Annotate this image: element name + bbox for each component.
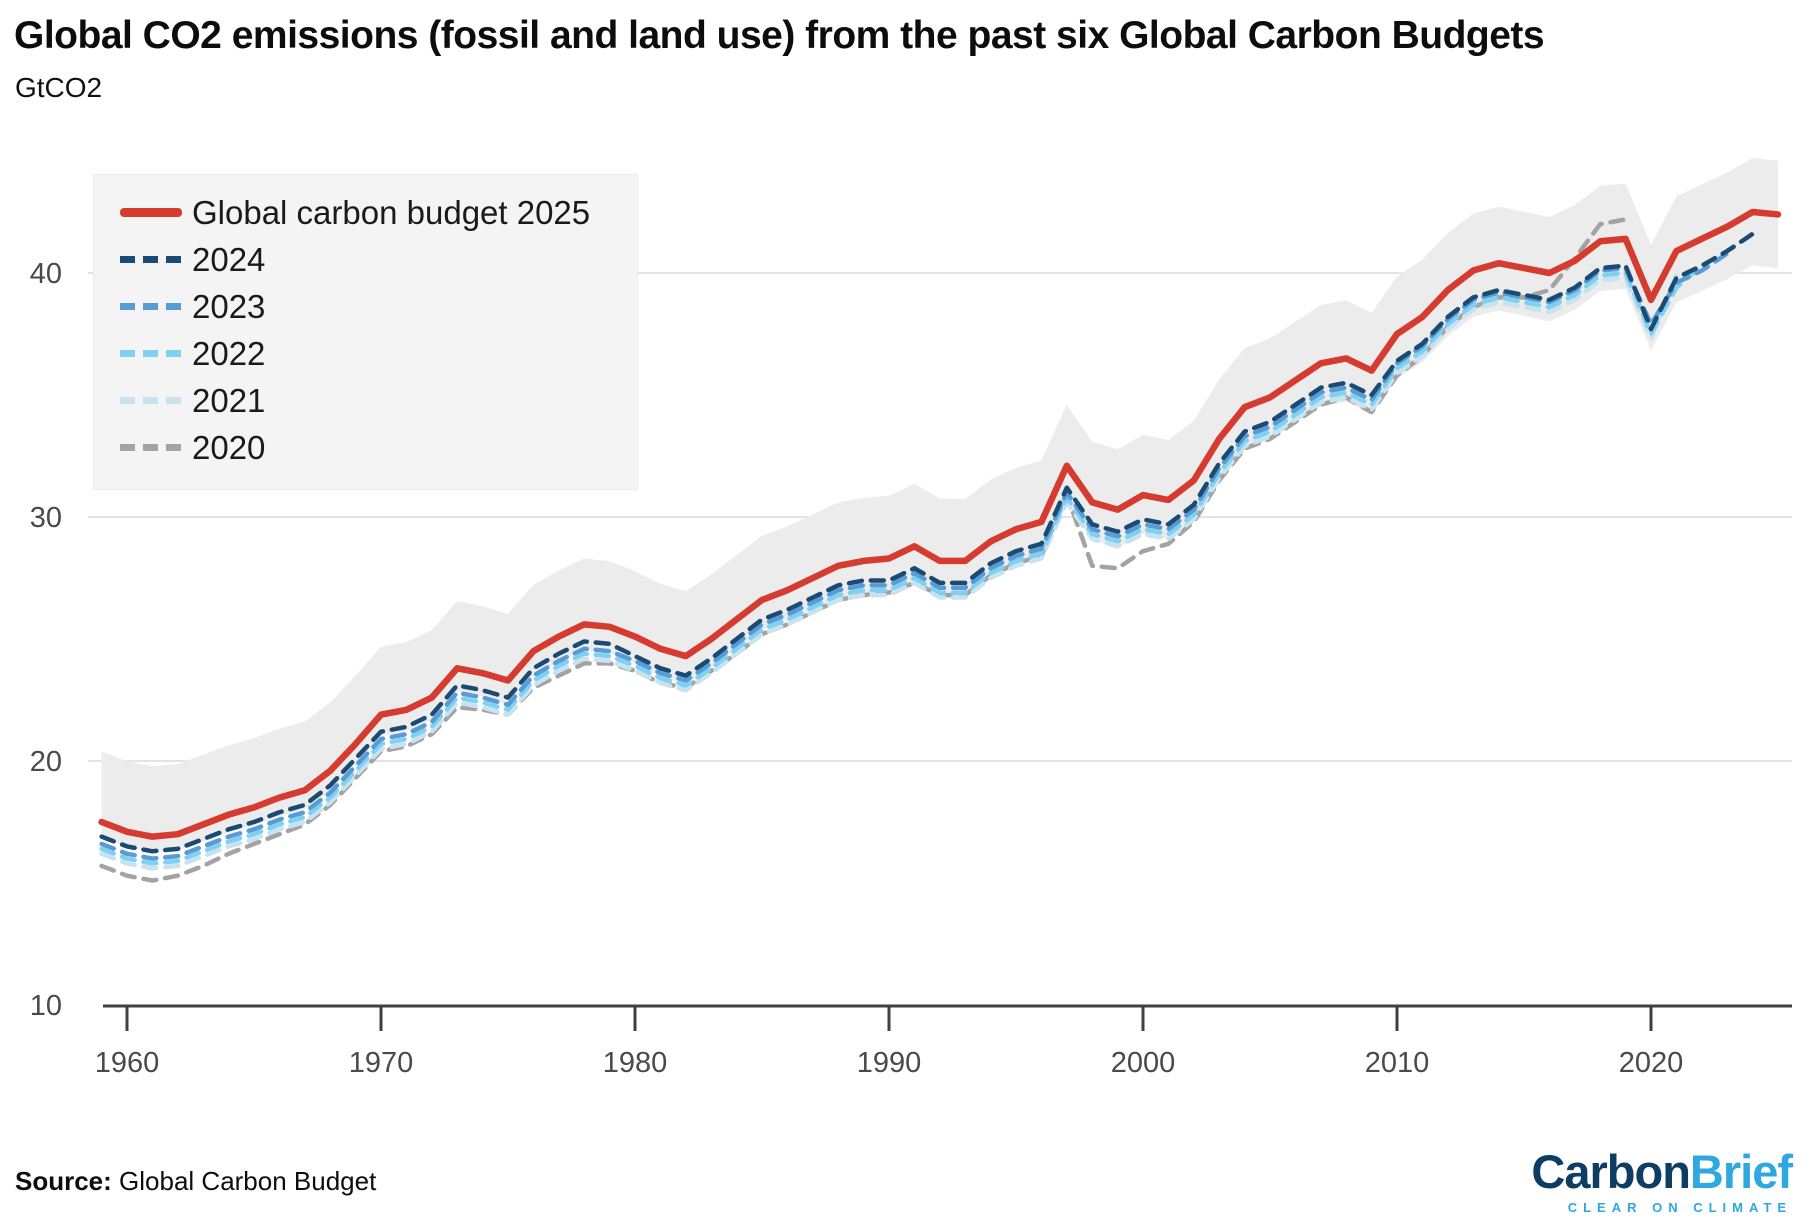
logo-tagline: CLEAR ON CLIMATE [1567,1200,1792,1215]
legend-swatch-solid-red [120,208,182,217]
x-tick-label-2010: 2010 [1365,1047,1430,1079]
x-tick-label-1970: 1970 [349,1047,414,1079]
x-tick-label-2020: 2020 [1619,1047,1684,1079]
legend-item-2020: 2020 [120,424,637,471]
x-tick-label-1980: 1980 [603,1047,668,1079]
y-tick-label-10: 10 [30,990,62,1022]
chart-legend: Global carbon budget 2025 2024 2023 2022… [93,174,638,490]
legend-swatch-dashed-navy [120,256,182,263]
legend-label: Global carbon budget 2025 [192,193,591,231]
legend-item-2023: 2023 [120,283,637,330]
legend-swatch-dashed-cyan [120,350,182,357]
y-tick-label-30: 30 [30,502,62,534]
chart-unit-label: GtCO2 [15,72,103,103]
uncertainty-range [101,158,1779,853]
series-line-2024 [99,231,1755,854]
source-note: Source: Global Carbon Budget [15,1166,376,1197]
legend-label: 2020 [192,428,266,466]
series-line-2022 [99,263,1705,866]
series-line-global-carbon-budget-2025 [98,208,1782,840]
legend-item-2022: 2022 [120,330,637,377]
legend-label: 2023 [192,287,266,325]
source-label: Source: [15,1166,112,1196]
series-line-2021 [99,273,1679,871]
logo-word-carbon: Carbon [1531,1145,1690,1198]
legend-label: 2021 [192,381,266,419]
legend-label: 2022 [192,334,266,372]
legend-swatch-dashed-gray [120,444,182,451]
chart-title: Global CO2 emissions (fossil and land us… [14,14,1545,57]
legend-swatch-dashed-blue [120,303,182,310]
carbonbrief-logo: CarbonBrief CLEAR ON CLIMATE [1531,1145,1793,1215]
x-tick-label-2000: 2000 [1111,1047,1176,1079]
x-tick-label-1990: 1990 [857,1047,922,1079]
legend-item-gcb-2025: Global carbon budget 2025 [120,189,637,236]
y-tick-label-40: 40 [30,258,62,290]
logo-word-brief: Brief [1689,1145,1793,1198]
source-text: Global Carbon Budget [111,1166,377,1196]
legend-item-2024: 2024 [120,236,637,283]
legend-label: 2024 [192,240,266,278]
y-tick-label-20: 20 [30,746,62,778]
legend-item-2021: 2021 [120,377,637,424]
x-tick-label-1960: 1960 [95,1047,160,1079]
legend-swatch-dashed-paleblue [120,397,182,404]
